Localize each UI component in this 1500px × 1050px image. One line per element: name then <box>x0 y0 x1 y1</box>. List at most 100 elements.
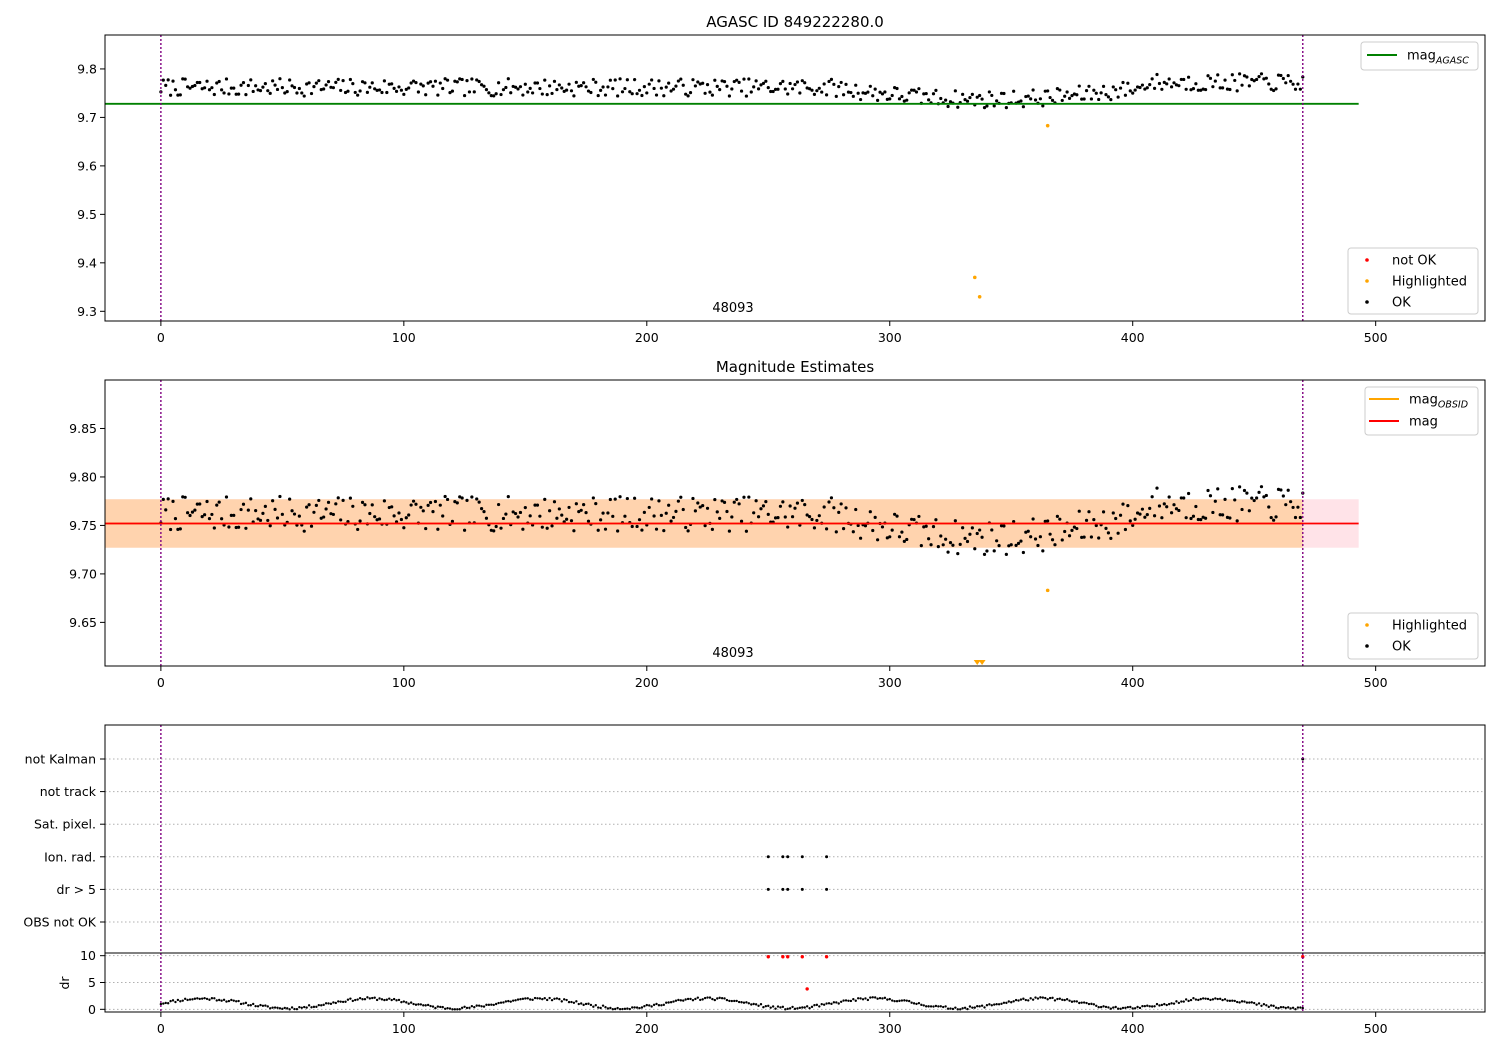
ok-point <box>1123 93 1128 97</box>
dr-point <box>808 1006 811 1010</box>
dr-point <box>1014 998 1018 1002</box>
dr-point <box>504 1000 508 1003</box>
ok-point <box>786 92 790 96</box>
ok-point <box>365 90 369 95</box>
ok-point <box>824 527 829 531</box>
ok-point <box>856 523 860 528</box>
ok-point <box>669 89 673 93</box>
ok-point <box>215 503 219 507</box>
dr-point <box>686 997 690 1001</box>
dr-point <box>402 1000 406 1003</box>
dr-point <box>507 999 510 1003</box>
dr-point <box>971 1006 974 1009</box>
ok-point <box>341 498 345 502</box>
ok-point <box>1160 87 1164 91</box>
dr-point <box>813 1003 816 1007</box>
dr-point <box>385 998 389 1001</box>
ok-point <box>244 93 248 97</box>
ok-point <box>739 519 744 523</box>
ok-point <box>625 496 629 501</box>
p2-xtick-label: 500 <box>1364 675 1388 690</box>
ok-point <box>1155 486 1159 490</box>
ok-point <box>720 499 724 503</box>
ok-point <box>297 514 301 518</box>
ok-point <box>1087 84 1091 88</box>
ok-point <box>475 78 479 82</box>
dr-point <box>682 999 685 1002</box>
ok-point <box>705 83 710 87</box>
ok-point <box>1174 507 1179 511</box>
dr-point <box>597 1006 600 1009</box>
dr-point <box>1272 1004 1275 1008</box>
ok-point <box>232 513 236 517</box>
ok-point <box>1196 517 1200 522</box>
ok-point <box>518 510 523 515</box>
ok-point <box>686 94 690 98</box>
dr-point <box>842 999 845 1002</box>
dr-point <box>1279 1006 1283 1009</box>
p2-data-layer <box>105 380 1359 666</box>
ok-point <box>322 87 326 91</box>
ok-point <box>603 527 608 531</box>
dr-point <box>599 1006 602 1010</box>
ok-point <box>914 90 919 94</box>
dr-point <box>915 1002 918 1006</box>
ok-point <box>679 495 683 499</box>
p2-xtick-label: 0 <box>157 675 165 690</box>
dr-point <box>234 1000 238 1003</box>
dr-outlier-point <box>824 955 829 959</box>
ok-point <box>754 499 758 503</box>
ok-point <box>1216 73 1220 77</box>
ok-point <box>1043 89 1047 93</box>
ok-point <box>565 517 569 521</box>
ok-point <box>275 516 280 520</box>
dr-point <box>652 1003 656 1007</box>
ok-point <box>788 504 792 508</box>
ok-point <box>730 87 734 91</box>
p3-xtick-label: 200 <box>635 1021 659 1036</box>
dr-point <box>1226 999 1229 1002</box>
ok-point <box>832 506 836 510</box>
legend-point-label: not OK <box>1392 254 1437 269</box>
ok-point <box>613 78 617 82</box>
ok-point <box>506 495 510 499</box>
ok-point <box>1033 537 1038 541</box>
ok-point <box>574 502 578 506</box>
ok-point <box>1024 94 1028 99</box>
ok-point <box>482 510 486 514</box>
ok-point <box>696 80 700 84</box>
ok-point <box>385 90 389 95</box>
dr-point <box>1097 1005 1100 1009</box>
ok-point <box>623 514 627 518</box>
ok-point <box>239 83 243 87</box>
ok-point <box>370 81 374 85</box>
ok-point <box>946 550 950 554</box>
ok-point <box>1043 519 1047 524</box>
ok-point <box>778 82 783 86</box>
dr-point <box>626 1007 629 1010</box>
ok-point <box>548 84 552 88</box>
dr-point <box>852 997 855 1001</box>
ok-point <box>436 527 440 531</box>
dr-point <box>269 1007 272 1010</box>
ok-point <box>241 80 246 85</box>
ok-point <box>205 499 209 504</box>
ok-point <box>441 514 445 518</box>
dr-point <box>618 1007 622 1011</box>
ok-point <box>312 85 316 89</box>
dr-point <box>861 998 865 1001</box>
ok-point <box>232 86 236 90</box>
dr-point <box>976 1005 979 1008</box>
ok-point <box>438 503 442 507</box>
dr-point <box>575 1000 578 1003</box>
ok-point <box>591 77 595 82</box>
ok-point <box>839 502 843 506</box>
dr-point <box>524 997 527 1000</box>
ok-point <box>562 89 566 93</box>
ok-point <box>1203 516 1208 520</box>
ok-point <box>1109 98 1113 102</box>
ok-point <box>1016 541 1021 545</box>
ok-point <box>518 85 523 89</box>
ok-point <box>1111 85 1115 89</box>
ok-point <box>917 87 921 91</box>
